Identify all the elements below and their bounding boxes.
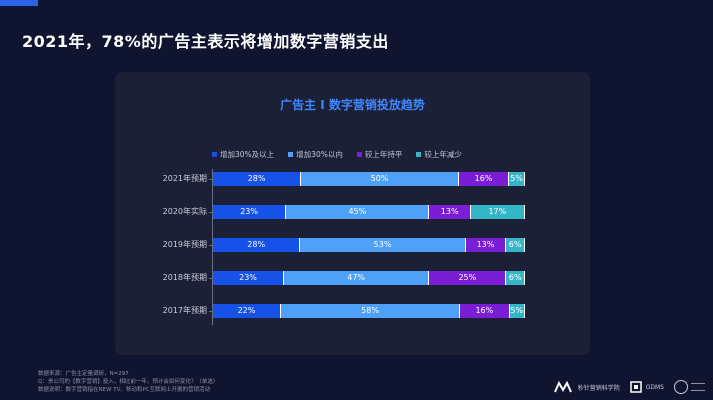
footnotes: 数据来源：广告主定量调研，N=297 Q：贵公司的【数字营销】投入，相比前一年，…: [38, 370, 218, 394]
bar-row-4: 22% 58% 16% 5%: [213, 304, 525, 318]
org1-name: 秒针营销科学院: [577, 384, 620, 392]
logo-bar: 秒针营销科学院 GDMS: [553, 380, 705, 394]
bar-segment-0-3: 5%: [509, 172, 525, 186]
bar-segment-2-3: 6%: [506, 238, 525, 252]
org2-name: GDMS: [645, 383, 664, 391]
legend-item-3: 较上年减少: [416, 149, 462, 160]
chart-card: 广告主 I 数字营销投放趋势 增加30%及以上 增加30%以内 较上年持平 较上…: [115, 72, 590, 355]
chart-title: 广告主 I 数字营销投放趋势: [280, 98, 425, 112]
bar-row-2: 28% 53% 13% 6%: [213, 238, 525, 252]
legend-label-0: 增加30%及以上: [220, 150, 275, 159]
bar-segment-2-2: 13%: [465, 238, 507, 252]
seal-text-icon: [691, 383, 705, 391]
bar-segment-4-2: 16%: [460, 304, 510, 318]
axis-tick-1: [209, 212, 213, 213]
legend-swatch-2: [356, 152, 362, 157]
footnote-note: 数据说明：数字营销指在NEW TV、移动和PC互联网上开展的营销活动: [38, 387, 211, 393]
bar-segment-2-1: 53%: [300, 238, 466, 252]
corner-accent: [0, 0, 38, 6]
legend-item-1: 增加30%以内: [288, 149, 343, 160]
chart-legend: 增加30%及以上 增加30%以内 较上年持平 较上年减少: [212, 149, 476, 160]
legend-swatch-0: [212, 152, 217, 157]
bar-segment-4-0: 22%: [213, 304, 281, 318]
category-label-3: 2018年预期: [162, 273, 207, 282]
bar-segment-3-0: 23%: [213, 271, 285, 285]
axis-tick-3: [209, 278, 213, 279]
legend-swatch-1: [288, 152, 294, 157]
legend-label-2: 较上年持平: [364, 150, 403, 159]
axis-tick-4: [209, 311, 213, 312]
category-label-2: 2019年预期: [162, 240, 207, 249]
bar-segment-0-0: 28%: [213, 172, 302, 186]
bar-segment-1-1: 45%: [286, 205, 430, 219]
category-label-1: 2020年实际: [162, 207, 207, 216]
bar-segment-0-1: 50%: [301, 172, 459, 186]
bar-segment-1-0: 23%: [213, 205, 287, 219]
y-axis-line: [212, 169, 213, 325]
bar-segment-2-0: 28%: [213, 238, 301, 252]
legend-label-3: 较上年减少: [424, 150, 462, 159]
legend-item-0: 增加30%及以上: [212, 149, 274, 160]
bar-row-1: 23% 45% 13% 17%: [213, 205, 525, 219]
category-label-4: 2017年预期: [162, 306, 207, 315]
category-label-0: 2021年预期: [162, 174, 207, 183]
bar-segment-1-2: 13%: [429, 205, 471, 219]
bar-segment-0-2: 16%: [458, 172, 510, 186]
axis-tick-2: [209, 245, 213, 246]
bar-row-3: 23% 47% 25% 6%: [213, 271, 525, 285]
legend-swatch-3: [416, 152, 422, 157]
page-title: 2021年，78%的广告主表示将增加数字营销支出: [22, 32, 389, 51]
legend-label-1: 增加30%以内: [296, 150, 343, 159]
bar-segment-3-3: 6%: [506, 271, 525, 285]
footnote-question: Q：贵公司的【数字营销】投入，相比前一年，预计会如何变化？（单选）: [38, 379, 219, 385]
bar-segment-4-1: 58%: [280, 304, 461, 318]
footnote-source: 数据来源：广告主定量调研，N=297: [38, 371, 129, 377]
university-seal-icon: [674, 380, 688, 394]
bar-segment-4-3: 5%: [509, 304, 525, 318]
gdms-logo-icon: [629, 381, 642, 393]
bar-segment-3-1: 47%: [284, 271, 430, 285]
bar-segment-3-2: 25%: [429, 271, 507, 285]
bar-segment-1-3: 17%: [470, 205, 525, 219]
axis-tick-0: [209, 179, 213, 180]
miaozhen-logo-icon: [553, 381, 572, 393]
bar-row-0: 28% 50% 16% 5%: [213, 172, 525, 186]
legend-item-2: 较上年持平: [356, 149, 403, 160]
